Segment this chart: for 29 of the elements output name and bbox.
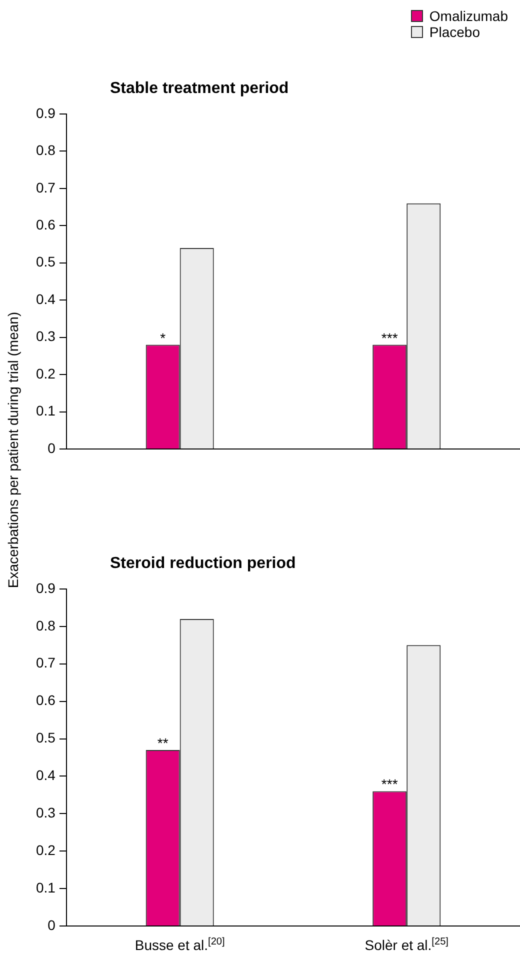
- y-tick-label: 0.9: [36, 104, 56, 121]
- y-axis-title: Exacerbations per patient during trial (mean): [5, 310, 21, 590]
- y-tick-label: 0.7: [36, 654, 56, 671]
- y-tick-label: 0.7: [36, 179, 56, 196]
- y-tick-label: 0.6: [36, 692, 56, 708]
- y-tick-label: 0.4: [36, 767, 56, 784]
- y-tick-label: 0: [48, 916, 56, 933]
- y-tick-label: 0.8: [36, 617, 56, 634]
- annotation: **: [157, 735, 169, 752]
- y-tick-label: 0.5: [36, 254, 56, 270]
- annotation: ***: [381, 776, 398, 792]
- y-tick-label: 0.1: [36, 402, 56, 419]
- annotation: *: [160, 330, 166, 346]
- chart-title: Stable treatment period: [110, 80, 289, 98]
- y-tick-label: 0.3: [36, 804, 56, 821]
- legend-label: Omalizumab: [429, 8, 508, 24]
- y-tick-label: 0.1: [36, 879, 56, 896]
- y-tick-label: 0.2: [36, 365, 56, 382]
- y-tick-label: 0.8: [36, 142, 56, 158]
- y-tick-label: 0.6: [36, 216, 56, 233]
- y-tick-label: 0.3: [36, 328, 56, 344]
- chart-title: Steroid reduction period: [110, 555, 296, 573]
- y-tick-label: 0.2: [36, 842, 56, 858]
- y-tick-label: 0.5: [36, 730, 56, 746]
- y-tick-label: 0.4: [36, 290, 56, 307]
- legend-label: Placebo: [429, 24, 480, 40]
- y-tick-label: 0.9: [36, 580, 56, 596]
- y-tick-label: 0: [48, 440, 56, 456]
- annotation: ***: [381, 330, 398, 346]
